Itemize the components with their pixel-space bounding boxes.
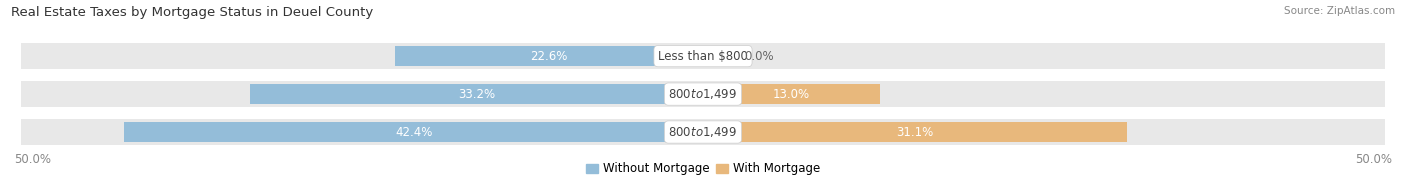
Bar	[395, 46, 703, 66]
Text: 33.2%: 33.2%	[458, 88, 495, 101]
Text: 50.0%: 50.0%	[14, 153, 51, 166]
Bar	[703, 84, 880, 104]
Bar	[250, 84, 703, 104]
Bar	[703, 43, 1385, 69]
Bar	[21, 119, 703, 145]
Bar	[124, 122, 703, 142]
Text: 13.0%: 13.0%	[773, 88, 810, 101]
Bar	[703, 81, 1385, 107]
Text: Source: ZipAtlas.com: Source: ZipAtlas.com	[1284, 6, 1395, 16]
Text: 0.0%: 0.0%	[744, 50, 773, 63]
Bar	[21, 81, 703, 107]
Bar	[703, 119, 1385, 145]
Text: 22.6%: 22.6%	[530, 50, 568, 63]
Text: 50.0%: 50.0%	[1355, 153, 1392, 166]
Legend: Without Mortgage, With Mortgage: Without Mortgage, With Mortgage	[581, 157, 825, 180]
Text: Real Estate Taxes by Mortgage Status in Deuel County: Real Estate Taxes by Mortgage Status in …	[11, 6, 374, 19]
Text: $800 to $1,499: $800 to $1,499	[668, 125, 738, 139]
Bar	[703, 122, 1128, 142]
Text: Less than $800: Less than $800	[658, 50, 748, 63]
Text: 31.1%: 31.1%	[897, 125, 934, 139]
Bar	[21, 43, 703, 69]
Text: 42.4%: 42.4%	[395, 125, 433, 139]
Text: $800 to $1,499: $800 to $1,499	[668, 87, 738, 101]
